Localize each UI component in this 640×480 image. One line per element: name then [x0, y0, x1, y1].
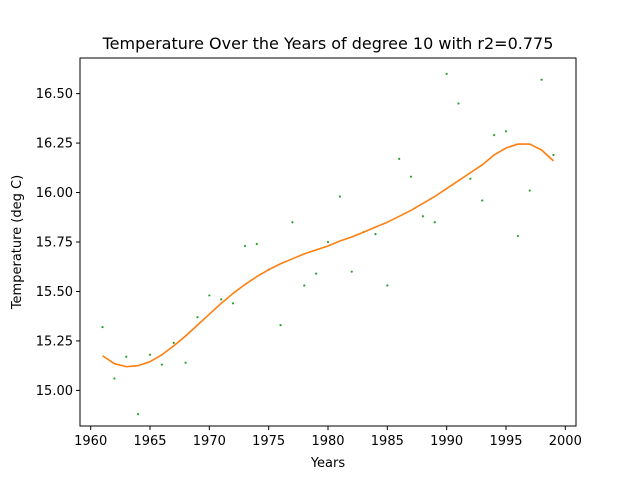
data-point [528, 189, 531, 192]
x-tick-label: 1985 [371, 434, 404, 449]
data-point [303, 284, 306, 287]
data-point [338, 195, 341, 198]
data-point [220, 298, 223, 301]
data-point [374, 232, 377, 236]
x-tick-label: 1980 [311, 434, 344, 449]
y-axis-label: Temperature (deg C) [10, 175, 25, 310]
fit-line [102, 143, 554, 368]
y-tick-label: 16.00 [36, 186, 73, 201]
data-point [433, 221, 436, 224]
x-axis-label: Years [310, 456, 346, 471]
data-point [113, 377, 116, 380]
data-point [398, 157, 401, 160]
x-tick-label: 1995 [489, 434, 522, 449]
data-point [101, 325, 104, 329]
data-point [172, 341, 175, 344]
y-tick-label: 15.00 [36, 384, 73, 399]
y-tick-label: 15.50 [36, 285, 73, 300]
x-tick-label: 1975 [252, 434, 285, 449]
data-point [516, 234, 519, 238]
x-tick-label: 1990 [430, 434, 463, 449]
data-point [125, 355, 128, 358]
y-tick-label: 16.50 [36, 87, 73, 102]
data-point [315, 272, 318, 275]
data-point [504, 130, 508, 133]
data-point [137, 413, 140, 416]
y-tick-label: 16.25 [36, 137, 73, 152]
data-point [421, 215, 425, 218]
data-point [255, 242, 258, 246]
data-point [291, 221, 294, 224]
data-point [243, 244, 247, 248]
data-point [457, 102, 460, 105]
y-tick-label: 15.25 [36, 334, 73, 349]
x-tick-label: 1970 [193, 434, 226, 449]
data-point [184, 361, 187, 364]
data-point [231, 302, 235, 305]
data-point [445, 72, 448, 75]
data-point [409, 175, 413, 178]
data-point [148, 353, 152, 356]
x-tick-label: 1960 [74, 434, 107, 449]
data-point [493, 134, 496, 137]
x-tick-label: 1965 [133, 434, 166, 449]
plot-area [101, 72, 555, 416]
axes: 1960 1965 1970 1975 1980 1985 1990 1995 2000 15.0… [36, 57, 582, 449]
x-tick-label: 2000 [549, 434, 582, 449]
data-point [350, 270, 353, 273]
data-point [279, 324, 282, 327]
data-point [196, 316, 199, 319]
y-tick-label: 15.75 [36, 236, 73, 251]
data-point [469, 177, 472, 180]
data-point [160, 363, 163, 366]
data-point [552, 153, 555, 157]
data-point [386, 284, 389, 287]
data-point [208, 294, 211, 297]
data-point [540, 78, 543, 81]
data-point [326, 240, 330, 244]
data-point [481, 199, 484, 202]
chart-title: Temperature Over the Years of degree 10 … [102, 34, 554, 53]
